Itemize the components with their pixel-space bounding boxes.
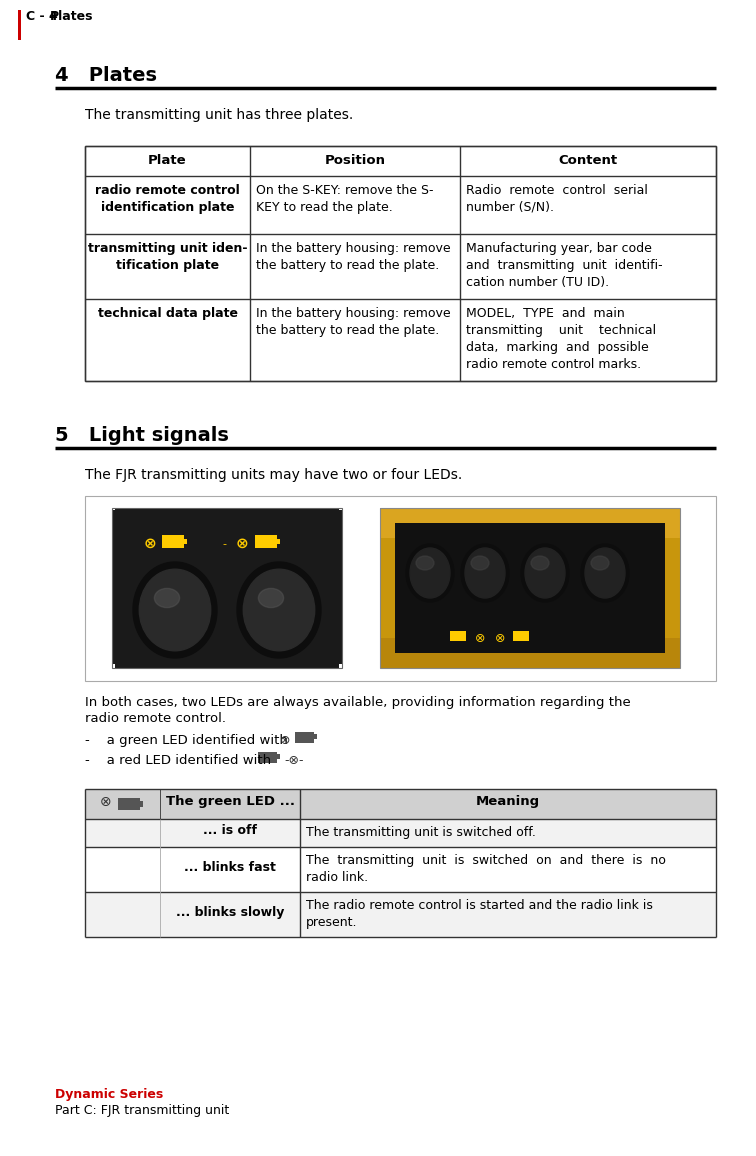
Bar [140, 801, 143, 807]
Text: The FJR transmitting units may have two or four LEDs.: The FJR transmitting units may have two … [85, 468, 462, 482]
Bar [339, 506, 344, 510]
Text: The radio remote control is started and the radio link is
present.: The radio remote control is started and … [306, 899, 653, 929]
Bar [118, 798, 140, 810]
Text: Position: Position [324, 155, 386, 168]
Text: Plate: Plate [148, 155, 187, 168]
Ellipse shape [531, 556, 549, 570]
Bar [85, 146, 716, 176]
Text: ... is off: ... is off [203, 824, 257, 837]
Text: On the S-KEY: remove the S-
KEY to read the plate.: On the S-KEY: remove the S- KEY to read … [256, 184, 433, 214]
Text: technical data plate: technical data plate [98, 307, 237, 320]
Bar [110, 506, 115, 510]
Text: C - 4: C - 4 [26, 9, 57, 22]
Bar [295, 732, 314, 743]
Text: ... blinks fast: ... blinks fast [184, 861, 276, 874]
Bar [85, 847, 716, 892]
Text: Dynamic Series: Dynamic Series [55, 1088, 163, 1101]
Ellipse shape [154, 588, 180, 608]
Text: ⊗: ⊗ [100, 795, 112, 809]
Text: Radio  remote  control  serial
number (S/N).: Radio remote control serial number (S/N)… [466, 184, 648, 214]
Ellipse shape [581, 544, 629, 602]
Text: In both cases, two LEDs are always available, providing information regarding th: In both cases, two LEDs are always avail… [85, 696, 631, 709]
Ellipse shape [521, 544, 569, 602]
Bar [85, 790, 300, 818]
Bar [277, 539, 280, 544]
Bar [110, 664, 115, 668]
Bar [255, 535, 277, 548]
Bar [258, 753, 277, 763]
Bar [314, 734, 317, 739]
Text: MODEL,  TYPE  and  main
transmitting    unit    technical
data,  marking  and  p: MODEL, TYPE and main transmitting unit t… [466, 307, 656, 371]
Text: ⊗: ⊗ [144, 536, 156, 551]
Ellipse shape [591, 556, 609, 570]
Ellipse shape [139, 569, 211, 651]
Text: 5   Light signals: 5 Light signals [55, 427, 229, 445]
Text: ... blinks slowly: ... blinks slowly [176, 906, 284, 919]
Text: In the battery housing: remove
the battery to read the plate.: In the battery housing: remove the batte… [256, 307, 451, 338]
Ellipse shape [471, 556, 489, 570]
Text: radio remote control.: radio remote control. [85, 712, 226, 725]
Ellipse shape [416, 556, 434, 570]
Bar [395, 523, 665, 653]
Text: The transmitting unit has three plates.: The transmitting unit has three plates. [85, 108, 353, 123]
Ellipse shape [585, 548, 625, 598]
Bar [380, 638, 680, 668]
Ellipse shape [243, 569, 314, 651]
Text: Meaning: Meaning [476, 795, 540, 808]
Ellipse shape [410, 548, 450, 598]
Text: In the battery housing: remove
the battery to read the plate.: In the battery housing: remove the batte… [256, 242, 451, 272]
Text: -    a green LED identified with: - a green LED identified with [85, 734, 288, 747]
Ellipse shape [237, 562, 321, 658]
Text: ⊗: ⊗ [280, 734, 290, 747]
Text: Plates: Plates [50, 9, 94, 22]
Bar [85, 496, 716, 681]
Bar [184, 539, 187, 544]
Bar [339, 664, 344, 668]
Text: -: - [222, 539, 226, 549]
Ellipse shape [525, 548, 565, 598]
Bar [450, 631, 466, 640]
Text: ⊗: ⊗ [236, 536, 249, 551]
Ellipse shape [465, 548, 505, 598]
Bar [85, 818, 716, 847]
Text: -    a red LED identified with: - a red LED identified with [85, 754, 271, 766]
Bar [277, 754, 280, 759]
Bar [85, 146, 716, 381]
Text: Part C: FJR transmitting unit: Part C: FJR transmitting unit [55, 1104, 229, 1117]
Bar [380, 507, 680, 668]
Text: The transmitting unit is switched off.: The transmitting unit is switched off. [306, 827, 536, 839]
Bar [112, 507, 342, 668]
Bar [18, 10, 21, 40]
Bar [112, 507, 342, 668]
Ellipse shape [461, 544, 509, 602]
Text: The green LED ...: The green LED ... [166, 795, 295, 808]
Bar [380, 507, 680, 538]
Bar [380, 507, 680, 668]
Ellipse shape [406, 544, 454, 602]
Ellipse shape [133, 562, 217, 658]
Text: transmitting unit iden-
tification plate: transmitting unit iden- tification plate [88, 242, 247, 272]
Text: 4   Plates: 4 Plates [55, 66, 157, 86]
Text: Content: Content [559, 155, 618, 168]
Text: -: - [258, 539, 262, 549]
Ellipse shape [259, 588, 284, 608]
Text: Manufacturing year, bar code
and  transmitting  unit  identifi-
cation number (T: Manufacturing year, bar code and transmi… [466, 242, 662, 289]
Bar [85, 892, 716, 938]
Text: ⊗: ⊗ [475, 632, 485, 645]
Bar [162, 535, 184, 548]
Bar [300, 790, 716, 818]
Text: ⊗: ⊗ [494, 632, 505, 645]
Bar [513, 631, 529, 640]
Text: radio remote control
identification plate: radio remote control identification plat… [95, 184, 240, 214]
Text: -⊗-: -⊗- [284, 754, 303, 766]
Text: The  transmitting  unit  is  switched  on  and  there  is  no
radio link.: The transmitting unit is switched on and… [306, 854, 666, 884]
